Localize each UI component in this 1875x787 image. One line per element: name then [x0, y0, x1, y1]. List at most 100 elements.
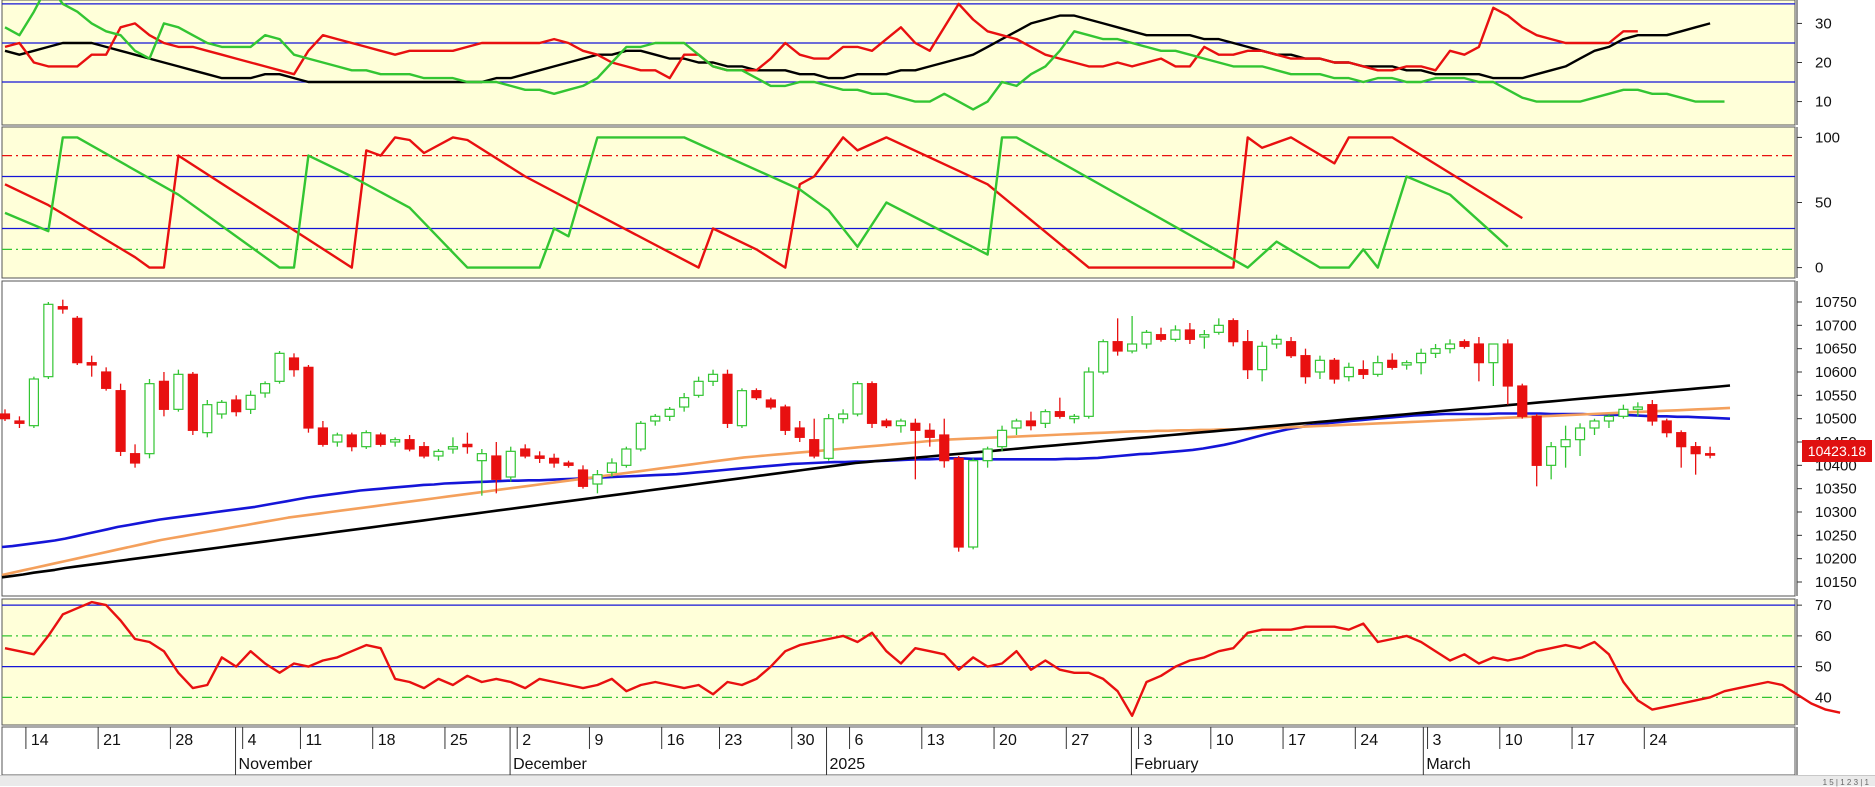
candle-body: [1531, 415, 1542, 466]
candle-body: [462, 443, 473, 448]
candle-body: [765, 399, 776, 408]
dmi-series-black: [4, 14, 1711, 84]
price-tick-label: 10600: [1815, 364, 1857, 381]
candle-body: [1517, 385, 1528, 417]
aroon-tick-label: 0: [1815, 260, 1823, 277]
price-plot-area: [1, 280, 1796, 597]
candle-body: [707, 373, 719, 382]
candle-body: [447, 446, 459, 450]
candle-body: [1011, 420, 1022, 429]
date-tick-label: 27: [1071, 732, 1089, 749]
aroon-plot-area: [1, 126, 1796, 279]
candle-body: [1546, 446, 1557, 466]
candle-body: [1560, 439, 1571, 448]
candle-body: [1430, 348, 1441, 354]
date-tick-label: 24: [1649, 732, 1667, 749]
candle-body: [1112, 341, 1123, 352]
dmi-tick-label: 30: [1815, 15, 1832, 32]
date-tick-label: 23: [725, 732, 743, 749]
candle-body: [577, 469, 589, 487]
date-tick-label: 11: [305, 732, 322, 749]
aroon-tick-label: 50: [1815, 195, 1832, 212]
date-tick-label: 2: [522, 732, 531, 749]
candle-body: [548, 457, 560, 464]
candle-body: [144, 383, 155, 455]
candle-body: [1314, 359, 1326, 373]
candle-body: [1199, 334, 1210, 338]
date-tick-label: 24: [1360, 732, 1378, 749]
candle-body: [1502, 343, 1513, 387]
candle-body: [924, 429, 935, 438]
price-tick-label: 10650: [1815, 341, 1857, 358]
candle-body: [115, 390, 126, 452]
aroon-series-green: [4, 136, 1509, 269]
candle-body: [1213, 324, 1224, 333]
price-tick-label: 10500: [1815, 411, 1857, 428]
candle-body: [953, 457, 964, 548]
candle-body: [1704, 453, 1716, 456]
candle-body: [433, 450, 444, 457]
candle-body: [866, 383, 878, 424]
candle-body: [1257, 345, 1268, 371]
candle-body: [679, 397, 690, 408]
candle-body: [1459, 341, 1470, 347]
candle-body: [491, 455, 502, 480]
price-tick-label: 10300: [1815, 504, 1857, 521]
date-tick-label: 18: [378, 732, 396, 749]
status-text: 1 5 | 1 2 3 | 1: [1822, 778, 1869, 787]
candle-body: [260, 383, 271, 394]
candle-body: [1271, 338, 1282, 345]
price-tick-label: 10250: [1815, 527, 1857, 544]
candle-body: [1285, 341, 1297, 357]
candle-body: [1473, 343, 1485, 364]
rsi-tick-label: 40: [1815, 689, 1832, 706]
price-tick-label: 10550: [1815, 387, 1857, 404]
candle-body: [968, 460, 979, 548]
date-tick-label: 4: [248, 732, 257, 749]
candle-body: [881, 420, 892, 427]
price-ma-orange: [1, 406, 1731, 577]
dmi-series-red: [4, 2, 1638, 80]
date-tick-label: 28: [175, 732, 193, 749]
dmi-tick-label: 10: [1815, 94, 1832, 111]
candle-body: [375, 434, 386, 445]
price-tick-label: 10150: [1815, 574, 1857, 591]
candle-body: [332, 434, 343, 443]
candle-body: [1488, 343, 1499, 364]
rsi-tick-label: 70: [1815, 597, 1832, 614]
candle-body: [534, 455, 545, 459]
candle-body: [1228, 320, 1239, 343]
candle-body: [245, 394, 256, 410]
candle-body: [650, 415, 661, 422]
candle-body: [418, 446, 430, 457]
candle-body: [1358, 369, 1369, 375]
candle-body: [1083, 371, 1094, 417]
date-tick-label: 25: [450, 732, 468, 749]
candle-body: [390, 439, 401, 443]
candle-body: [563, 462, 574, 466]
candle-body: [1603, 415, 1615, 422]
candle-body: [823, 418, 834, 459]
date-tick-label: 9: [594, 732, 603, 749]
candle-body: [1242, 341, 1253, 371]
candle-body: [1415, 352, 1427, 364]
date-tick-label: 14: [31, 732, 49, 749]
candle-body: [751, 390, 762, 399]
candle-body: [982, 448, 993, 462]
price-tick-label: 10700: [1815, 317, 1857, 334]
candle-body: [895, 420, 907, 427]
candle-body: [173, 373, 184, 410]
last-price-label: 10423.18: [1802, 440, 1872, 462]
date-tick-label: 30: [797, 732, 815, 749]
month-label: December: [513, 756, 587, 773]
candle-body: [1126, 343, 1138, 352]
candle-body: [0, 413, 11, 420]
month-label: November: [239, 756, 313, 773]
candle-body: [1098, 341, 1109, 373]
candle-body: [216, 401, 227, 415]
candle-body: [288, 357, 300, 371]
candle-body: [1025, 420, 1037, 427]
candle-body: [101, 371, 112, 389]
